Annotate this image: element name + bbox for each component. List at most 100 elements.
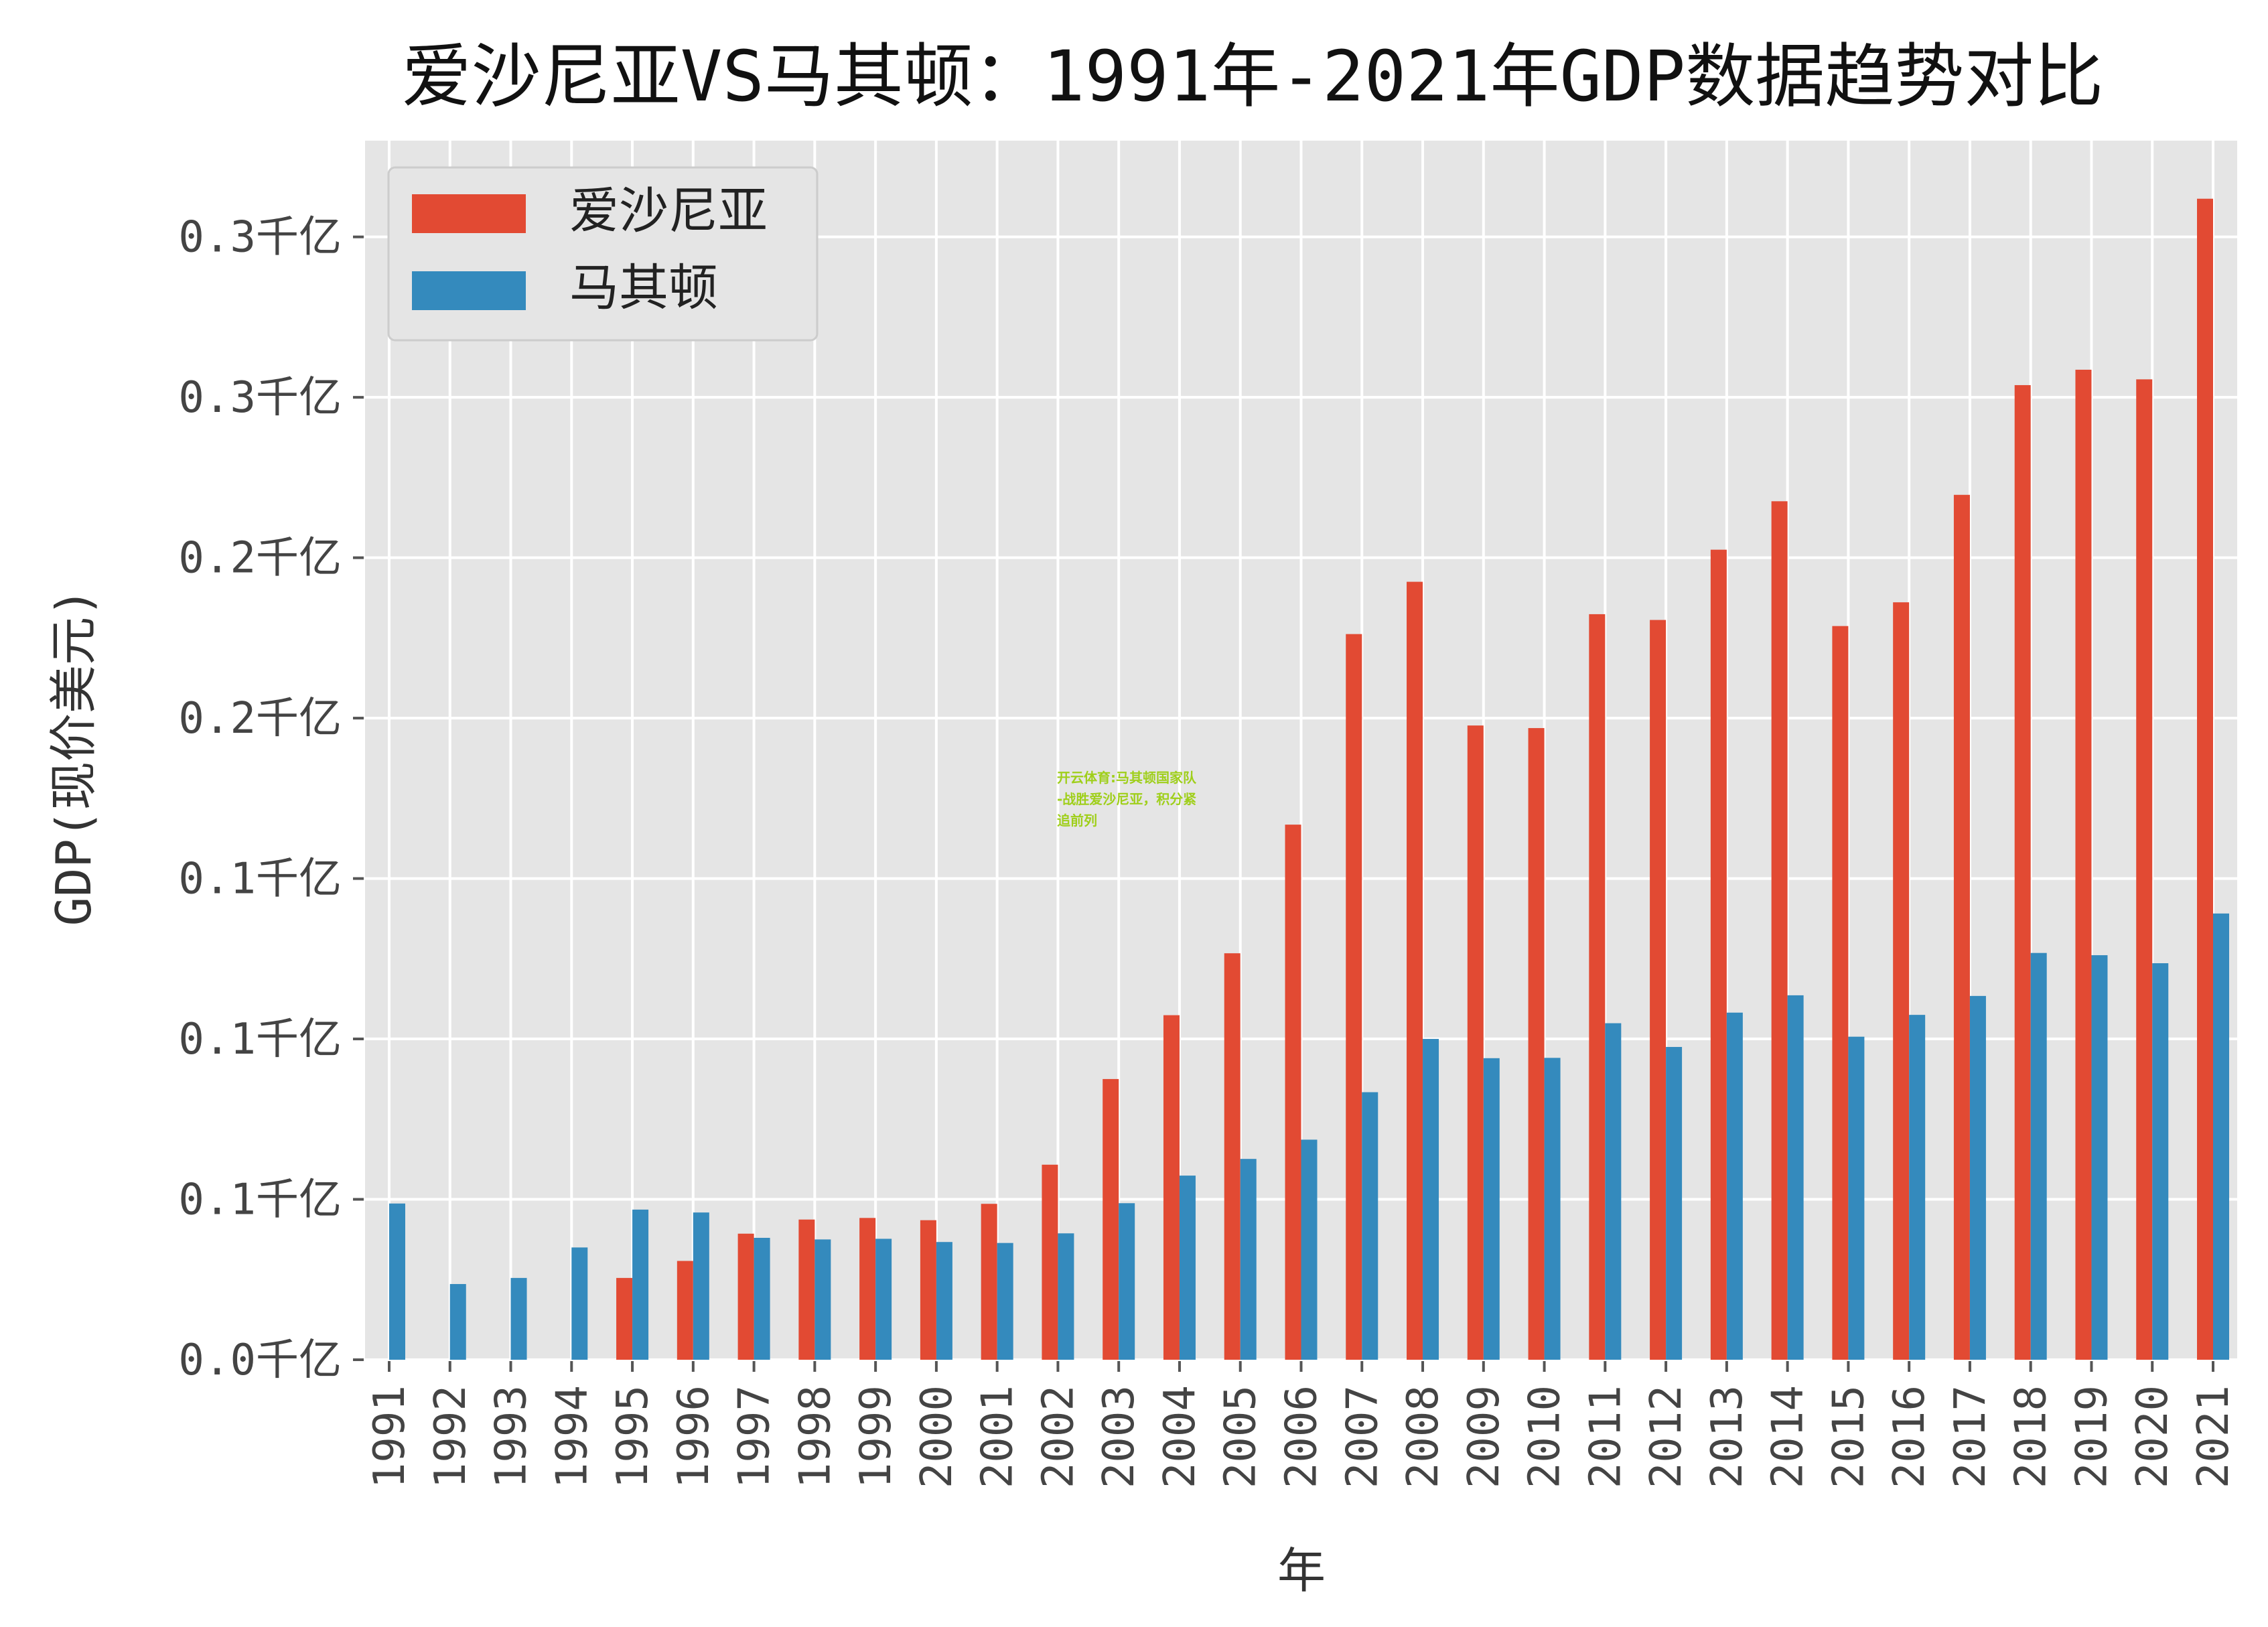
x-tick-label: 1994 <box>547 1385 597 1488</box>
x-tick-label: 2017 <box>1946 1385 1995 1488</box>
bar-estonia-1999 <box>859 1218 876 1360</box>
bar-estonia-2021 <box>2197 198 2213 1360</box>
bar-macedonia-2006 <box>1301 1139 1318 1360</box>
bar-macedonia-2000 <box>936 1242 952 1360</box>
bar-macedonia-1995 <box>632 1209 649 1360</box>
x-tick-label: 2018 <box>2007 1385 2056 1488</box>
bar-macedonia-1997 <box>754 1238 770 1360</box>
x-tick-label: 2014 <box>1764 1385 1813 1488</box>
x-tick-label: 2011 <box>1581 1385 1630 1488</box>
bar-macedonia-1993 <box>510 1277 527 1360</box>
bar-macedonia-1998 <box>814 1239 831 1360</box>
watermark-line: 开云体育:马其顿国家队 <box>1057 770 1197 786</box>
x-tick-label: 1997 <box>730 1385 780 1488</box>
bar-macedonia-2004 <box>1179 1176 1196 1360</box>
bar-macedonia-2003 <box>1119 1203 1135 1360</box>
chart-title: 爱沙尼亚VS马其顿：1991年-2021年GDP数据趋势对比 <box>402 36 2104 117</box>
x-tick-label: 2006 <box>1277 1385 1327 1488</box>
y-tick-label: 0.0千亿 <box>178 1336 342 1385</box>
bar-estonia-2013 <box>1710 549 1727 1360</box>
bar-estonia-2004 <box>1163 1015 1180 1360</box>
bar-macedonia-2002 <box>1058 1233 1074 1360</box>
x-tick-label: 2016 <box>1885 1385 1934 1488</box>
watermark-line: 追前列 <box>1057 812 1097 829</box>
y-axis-label: GDP(现价美元) <box>46 588 102 926</box>
bar-macedonia-2017 <box>1969 995 1986 1360</box>
legend-swatch <box>412 271 526 310</box>
bar-estonia-2002 <box>1042 1164 1058 1360</box>
x-tick-label: 2009 <box>1460 1385 1509 1488</box>
y-tick-label: 0.3千亿 <box>178 213 342 263</box>
bar-estonia-1995 <box>616 1277 633 1360</box>
x-tick-label: 2013 <box>1703 1385 1752 1488</box>
y-tick-label: 0.1千亿 <box>178 855 342 904</box>
x-tick-label: 2003 <box>1094 1385 1144 1488</box>
y-tick-label: 0.2千亿 <box>178 534 342 583</box>
y-tick-label: 0.1千亿 <box>178 1015 342 1064</box>
x-tick-label: 2004 <box>1155 1385 1205 1488</box>
bar-macedonia-2014 <box>1787 995 1804 1360</box>
bar-estonia-2017 <box>1953 494 1970 1360</box>
bar-estonia-2001 <box>981 1204 997 1360</box>
bar-macedonia-1996 <box>693 1212 709 1360</box>
bar-macedonia-1999 <box>875 1239 892 1360</box>
x-tick-label: 2019 <box>2067 1385 2117 1488</box>
x-tick-label: 1991 <box>365 1385 415 1488</box>
bar-macedonia-2015 <box>1848 1036 1865 1360</box>
x-tick-label: 2000 <box>912 1385 962 1488</box>
bar-macedonia-2020 <box>2152 963 2169 1360</box>
bar-macedonia-1992 <box>449 1283 466 1360</box>
x-tick-label: 2001 <box>973 1385 1023 1488</box>
y-tick-label: 0.1千亿 <box>178 1176 342 1225</box>
x-tick-label: 2010 <box>1520 1385 1570 1488</box>
legend-label: 爱沙尼亚 <box>569 182 768 240</box>
bar-estonia-2015 <box>1832 626 1849 1360</box>
bar-estonia-2007 <box>1346 634 1362 1360</box>
x-tick-label: 1996 <box>669 1385 719 1488</box>
bar-macedonia-2013 <box>1726 1012 1743 1360</box>
bar-estonia-2006 <box>1285 825 1301 1360</box>
x-tick-label: 1992 <box>426 1385 476 1488</box>
bar-macedonia-2012 <box>1666 1047 1683 1360</box>
bar-macedonia-1994 <box>571 1247 588 1360</box>
x-tick-label: 1998 <box>790 1385 840 1488</box>
x-tick-label: 2020 <box>2128 1385 2178 1488</box>
bar-macedonia-2001 <box>997 1243 1013 1360</box>
y-axis: 0.0千亿 0.1千亿 0.1千亿 0.1千亿 0.2千亿 0.2千亿 0.3千亿 0.3千亿 <box>178 213 364 1385</box>
x-tick-label: 2007 <box>1338 1385 1387 1488</box>
x-tick-label: 1999 <box>851 1385 901 1488</box>
bar-macedonia-2021 <box>2213 913 2229 1360</box>
bar-macedonia-2009 <box>1483 1058 1500 1360</box>
x-axis-label: 年 <box>1277 1543 1326 1599</box>
bar-macedonia-1991 <box>389 1203 405 1360</box>
bar-estonia-2005 <box>1224 953 1241 1360</box>
x-tick-label: 1993 <box>487 1385 537 1488</box>
bar-estonia-1996 <box>677 1261 693 1360</box>
watermark-annotation: 开云体育:马其顿国家队 -战胜爱沙尼亚，积分紧追前列 <box>1057 770 1197 829</box>
bar-estonia-2018 <box>2014 384 2031 1360</box>
bar-estonia-2003 <box>1103 1078 1119 1360</box>
legend-swatch <box>412 194 526 233</box>
bar-estonia-1997 <box>737 1233 754 1360</box>
bar-estonia-1998 <box>798 1219 815 1360</box>
bar-macedonia-2010 <box>1544 1058 1561 1360</box>
legend-label: 马其顿 <box>569 259 718 317</box>
bar-estonia-2012 <box>1650 620 1667 1360</box>
bar-estonia-2011 <box>1589 614 1606 1360</box>
bar-estonia-2000 <box>920 1220 936 1360</box>
x-tick-label: 2012 <box>1642 1385 1691 1488</box>
x-axis: 1991 1992 1993 1994 1995 1996 1997 1998 1999 2000… <box>365 1361 2239 1488</box>
bar-estonia-2008 <box>1407 581 1423 1360</box>
bar-estonia-2010 <box>1528 727 1545 1360</box>
bars <box>389 198 2229 1360</box>
bar-estonia-2019 <box>2075 369 2092 1360</box>
bar-estonia-2014 <box>1771 501 1788 1360</box>
x-tick-label: 2008 <box>1399 1385 1448 1488</box>
x-tick-label: 2005 <box>1216 1385 1266 1488</box>
bar-macedonia-2019 <box>2091 955 2108 1360</box>
y-tick-label: 0.3千亿 <box>178 373 342 423</box>
watermark-line: -战胜爱沙尼亚，积分紧 <box>1057 791 1196 807</box>
bar-macedonia-2016 <box>1909 1015 1926 1360</box>
